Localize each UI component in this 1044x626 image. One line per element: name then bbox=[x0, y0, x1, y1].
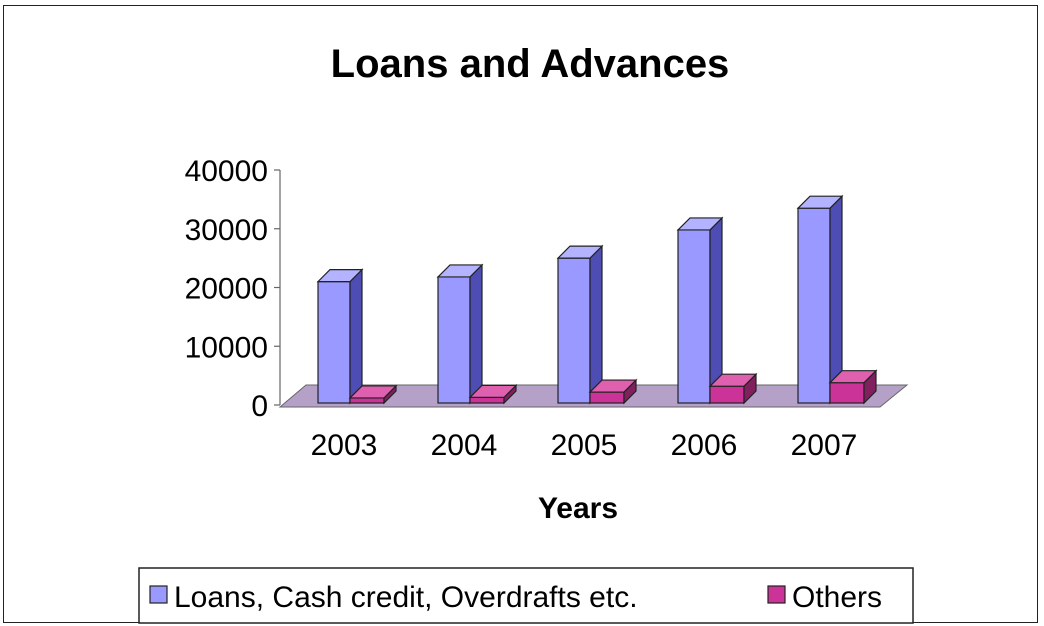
bar-loans-2004-front bbox=[437, 276, 471, 404]
bar-loans-2003 bbox=[316, 268, 364, 405]
bar-others-2004 bbox=[468, 383, 518, 405]
legend-item-loans-label: Loans, Cash credit, Overdrafts etc. bbox=[174, 581, 638, 614]
legend-item-loans-swatch bbox=[149, 585, 168, 604]
bar-loans-2007-front bbox=[797, 207, 831, 404]
x-tick-label: 2004 bbox=[431, 429, 498, 462]
bar-others-2003-top bbox=[348, 385, 398, 399]
chart-title: Loans and Advances bbox=[331, 42, 730, 86]
bar-others-2003-front bbox=[349, 397, 385, 404]
bar-others-2003 bbox=[348, 384, 398, 405]
bar-others-2005-top bbox=[588, 379, 638, 393]
x-tick-label: 2005 bbox=[551, 429, 618, 462]
bar-loans-2005 bbox=[556, 244, 604, 405]
x-tick-label: 2007 bbox=[791, 429, 858, 462]
x-axis-title: Years bbox=[538, 492, 618, 525]
x-tick-label: 2006 bbox=[671, 429, 738, 462]
bar-others-2005 bbox=[588, 378, 638, 405]
bar-loans-2006 bbox=[676, 216, 724, 405]
bar-loans-2004-top bbox=[436, 264, 484, 278]
y-tick-label: 0 bbox=[251, 390, 268, 423]
bar-loans-2005-side bbox=[589, 244, 603, 405]
bar-loans-2004-side bbox=[469, 263, 483, 405]
bar-loans-2005-front bbox=[557, 257, 591, 404]
bar-loans-2005-top bbox=[556, 245, 604, 259]
y-axis-layer: 0 10000 20000 30000 40000 bbox=[185, 155, 880, 423]
bar-others-2005-front bbox=[589, 391, 625, 404]
legend-item-others: Others bbox=[767, 581, 882, 614]
bar-loans-2004 bbox=[436, 263, 484, 405]
bar-others-2004-front bbox=[469, 396, 505, 404]
bar-others-2006-front bbox=[709, 385, 745, 404]
y-tick-label: 20000 bbox=[185, 273, 268, 306]
bar-loans-2006-top bbox=[676, 217, 724, 231]
chart-frame bbox=[3, 5, 1038, 623]
legend-item-others-swatch bbox=[767, 585, 786, 604]
y-tick-label: 30000 bbox=[185, 214, 268, 247]
bar-loans-2007 bbox=[796, 194, 844, 405]
legend: Loans, Cash credit, Overdrafts etc. Other… bbox=[149, 581, 882, 614]
bar-loans-2003-top bbox=[316, 269, 364, 283]
bar-loans-2003-side bbox=[349, 268, 363, 405]
bar-others-2007-front bbox=[829, 382, 865, 404]
bar-loans-2006-front bbox=[677, 229, 711, 404]
y-tick-label: 10000 bbox=[185, 331, 268, 364]
x-tick-label: 2003 bbox=[311, 429, 378, 462]
bar-layer bbox=[316, 194, 878, 405]
bar-others-2007-top bbox=[828, 370, 878, 384]
y-tick-label: 40000 bbox=[185, 155, 268, 188]
bar-others-2006-top bbox=[708, 373, 758, 387]
bar-loans-2007-top bbox=[796, 195, 844, 209]
bar-loans-2003-front bbox=[317, 281, 351, 404]
bar-others-2004-top bbox=[468, 384, 518, 398]
legend-item-loans: Loans, Cash credit, Overdrafts etc. bbox=[149, 581, 638, 614]
bar-others-2006 bbox=[708, 372, 758, 405]
legend-item-others-label: Others bbox=[792, 581, 882, 614]
x-tick-layer: 2003 2004 2005 2006 2007 bbox=[311, 429, 858, 462]
bar-others-2007 bbox=[828, 369, 878, 405]
